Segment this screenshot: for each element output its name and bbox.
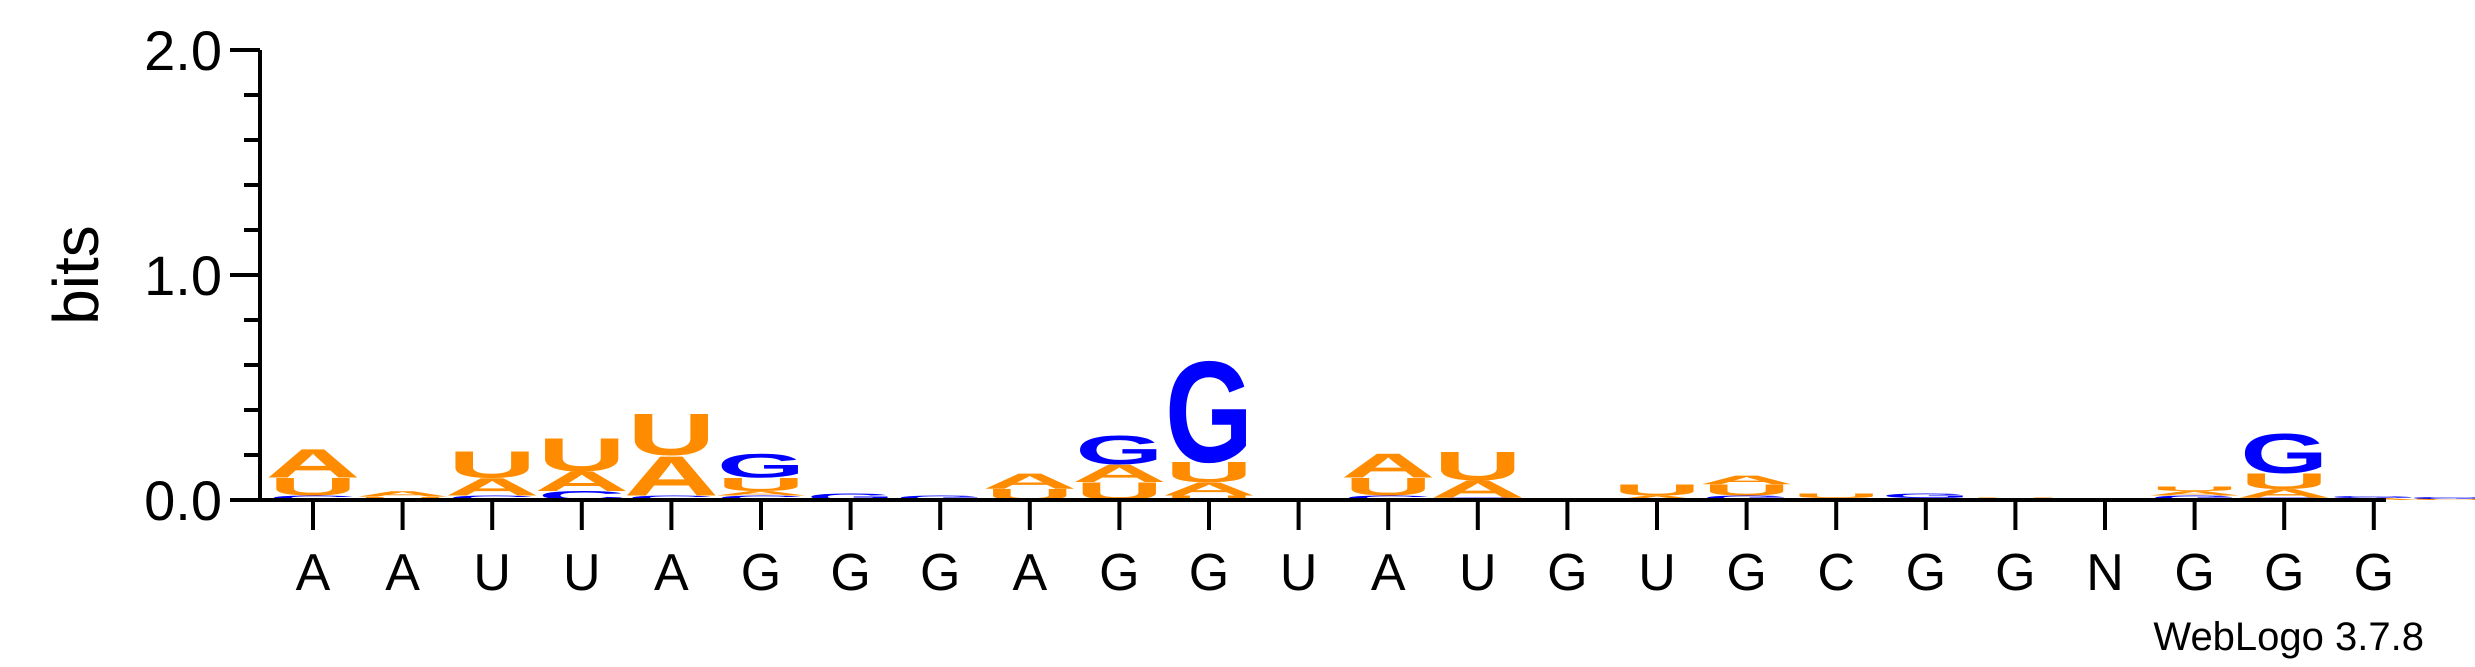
x-tick-label: G xyxy=(1099,544,1139,602)
y-tick-label: 2.0 xyxy=(144,19,222,82)
logo-letter-u: U xyxy=(1165,456,1253,488)
logo-letter-c: C xyxy=(717,494,805,501)
x-tick-label: G xyxy=(2264,544,2304,602)
logo-letter-g: G xyxy=(2330,495,2418,498)
y-axis-ticks: 0.0 1.0 2.0 xyxy=(144,19,260,532)
x-tick-label: A xyxy=(654,544,689,602)
x-tick-label: A xyxy=(296,544,331,602)
x-tick-label: G xyxy=(1547,544,1587,602)
logo-letter-a: A xyxy=(534,466,629,497)
logo-letter-a: A xyxy=(1341,447,1436,485)
x-tick-label: U xyxy=(1459,544,1497,602)
logo-letter-u: U xyxy=(2409,499,2475,501)
logo-letter-u: U xyxy=(627,401,715,468)
x-tick-label: U xyxy=(1638,544,1676,602)
weblogo-credit: WebLogo 3.7.8 xyxy=(2153,615,2424,659)
x-tick-label: G xyxy=(741,544,781,602)
y-axis-label: bits xyxy=(40,225,112,325)
logo-letter-g: G xyxy=(1882,492,1970,499)
logo-letter-a: A xyxy=(1609,494,1704,501)
logo-letter-g: G xyxy=(717,446,805,485)
x-tick-label: U xyxy=(473,544,511,602)
x-tick-label: G xyxy=(1995,544,2035,602)
x-tick-label: G xyxy=(1189,544,1229,602)
logo-letter-g: G xyxy=(1165,331,1253,492)
logo-letter-a: A xyxy=(265,441,360,487)
logo-letter-c: C xyxy=(269,494,357,501)
logo-letter-c: C xyxy=(627,494,715,501)
x-tick-label: A xyxy=(1012,544,1047,602)
logo-letter-u: U xyxy=(269,473,357,501)
logo-letter-stacks: CUAUACAUCAUCAUCAUGGGUAUAGUAUGCUACAUAUGUA… xyxy=(265,331,2475,507)
logo-letter-g: G xyxy=(1075,427,1163,473)
logo-letter-u: U xyxy=(1703,481,1791,499)
logo-letter-u: U xyxy=(1165,494,1253,501)
x-tick-label: G xyxy=(2354,544,2394,602)
logo-letter-g: G xyxy=(2240,422,2328,485)
logo-letter-u: U xyxy=(2151,485,2239,492)
x-tick-label: A xyxy=(385,544,420,602)
logo-letter-a: A xyxy=(713,490,808,497)
logo-letter-g: G xyxy=(2409,496,2475,499)
logo-letter-c: C xyxy=(448,494,536,501)
logo-letter-c: C xyxy=(1344,494,1432,501)
logo-letter-a: A xyxy=(355,489,450,498)
x-tick-label: G xyxy=(1726,544,1766,602)
x-tick-label: U xyxy=(563,544,601,602)
logo-letter-u: U xyxy=(538,428,626,481)
logo-letter-a: A xyxy=(445,473,540,501)
x-tick-label: A xyxy=(1371,544,1406,602)
x-tick-label: G xyxy=(1906,544,1946,602)
logo-letter-g: G xyxy=(896,494,984,501)
logo-letter-u: U xyxy=(1613,481,1701,499)
logo-letter-u: U xyxy=(1344,473,1432,501)
x-tick-label: G xyxy=(2174,544,2214,602)
logo-letter-u: U xyxy=(1434,443,1522,488)
logo-letter-a: A xyxy=(2237,486,2332,500)
x-tick-label: C xyxy=(1817,544,1855,602)
logo-letter-a: A xyxy=(982,469,1077,494)
logo-letter-u: U xyxy=(1792,492,1880,499)
logo-letter-u: U xyxy=(448,444,536,486)
logo-letter-a: A xyxy=(2147,490,2242,497)
logo-letter-u: U xyxy=(717,474,805,495)
y-tick-label: 1.0 xyxy=(144,244,222,307)
logo-letter-a: A xyxy=(1161,478,1256,499)
x-tick-label: U xyxy=(1280,544,1318,602)
logo-letter-g: G xyxy=(2151,494,2239,501)
x-tick-label: G xyxy=(920,544,960,602)
logo-letter-g: G xyxy=(807,492,895,503)
logo-letter-u: U xyxy=(2240,469,2328,494)
x-tick-label: N xyxy=(2086,544,2124,602)
logo-letter-g: G xyxy=(1703,494,1791,501)
x-tick-label: G xyxy=(830,544,870,602)
logo-letter-a: A xyxy=(1072,459,1167,487)
logo-letter-a: A xyxy=(624,444,719,508)
logo-letter-a: A xyxy=(1699,473,1794,487)
y-tick-label: 0.0 xyxy=(144,469,222,532)
